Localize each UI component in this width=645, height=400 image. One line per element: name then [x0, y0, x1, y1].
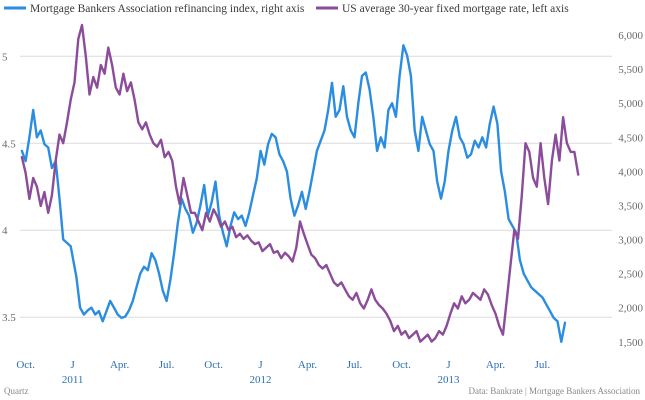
- left-tick-label: 5: [2, 51, 8, 63]
- series-line-refinancing-index: [20, 44, 567, 343]
- x-tick-label: Oct.: [204, 359, 223, 371]
- x-year-label: 2011: [62, 374, 84, 386]
- right-tick-label: 3,000: [618, 235, 643, 247]
- legend: Mortgage Bankers Association refinancing…: [4, 3, 569, 15]
- right-tick-label: 3,500: [618, 200, 643, 212]
- x-tick-label: Oct.: [16, 359, 35, 371]
- x-tick-label: Jul.: [347, 359, 363, 371]
- x-tick-label: Oct.: [392, 359, 411, 371]
- right-tick-label: 1,500: [618, 337, 643, 349]
- x-tick-label: Jul.: [159, 359, 175, 371]
- x-year-label: 2012: [250, 374, 272, 386]
- legend-label-refinancing: Mortgage Bankers Association refinancing…: [30, 3, 305, 15]
- x-tick-label: Apr.: [298, 359, 318, 371]
- x-tick-label: Jul.: [535, 359, 551, 371]
- credit-label: Data: Bankrate | Mortgage Bankers Associ…: [468, 386, 640, 396]
- x-tick-label: Apr.: [110, 359, 130, 371]
- right-tick-label: 4,000: [618, 166, 643, 178]
- legend-label-mortgage-rate: US average 30-year fixed mortgage rate, …: [342, 3, 569, 15]
- left-tick-label: 3.5: [2, 312, 16, 324]
- left-axis-ticks: 3.5 4 4.5 5: [2, 51, 16, 324]
- right-tick-label: 5,500: [618, 64, 643, 76]
- x-tick-label: Apr.: [486, 359, 506, 371]
- left-tick-label: 4.5: [2, 138, 16, 150]
- right-tick-label: 2,000: [618, 303, 643, 315]
- x-axis-ticks: Oct. J Apr. Jul. Oct. J Apr. Jul. Oct. J Apr. Jul. 2…: [16, 359, 550, 386]
- source-label: Quartz: [4, 386, 29, 396]
- x-year-label: 2013: [437, 374, 460, 386]
- right-tick-label: 6,000: [618, 30, 643, 42]
- right-axis-ticks: 1,500 2,000 2,500 3,000 3,500 4,000 4,500 5,000…: [618, 30, 643, 349]
- right-tick-label: 5,000: [618, 98, 643, 110]
- x-tick-label: J: [258, 359, 263, 371]
- left-tick-label: 4: [2, 225, 8, 237]
- series-layer: [20, 23, 580, 343]
- right-tick-label: 2,500: [618, 269, 643, 281]
- series-line-mortgage-rate: [20, 23, 580, 343]
- x-tick-label: J: [70, 359, 75, 371]
- x-tick-label: J: [446, 359, 451, 371]
- right-tick-label: 4,500: [618, 132, 643, 144]
